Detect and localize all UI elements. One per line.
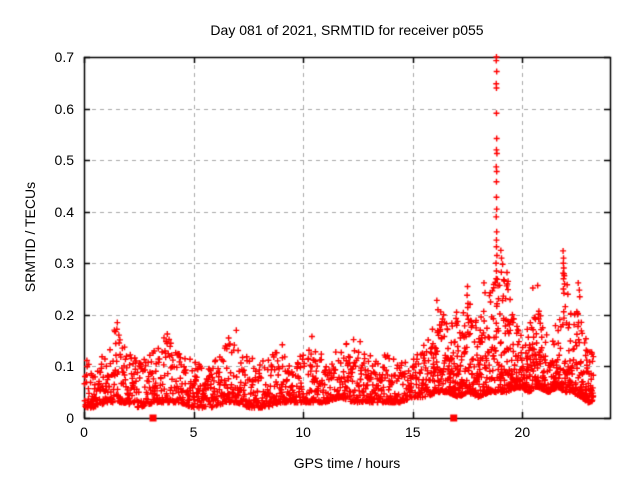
y-tick-label: 0.1 [54, 358, 74, 375]
y-tick-label: 0.7 [54, 49, 74, 65]
y-axis-label: SRMTID / TECUs [22, 181, 38, 293]
x-tick-label: 0 [80, 424, 88, 440]
x-tick-label: 15 [404, 424, 421, 440]
x-tick-label: 5 [189, 424, 198, 440]
y-tick-label: 0.3 [54, 255, 74, 272]
x-axis-label: GPS time / hours [293, 455, 401, 471]
x-tick-label: 10 [295, 424, 311, 440]
y-tick-label: 0.2 [54, 306, 74, 323]
x-tick-label: 20 [514, 424, 531, 440]
chart-title: Day 081 of 2021, SRMTID for receiver p05… [210, 22, 484, 38]
y-tick-label: 0.4 [54, 203, 74, 220]
y-tick-label: 0.6 [54, 100, 74, 117]
y-tick-label: 0.5 [54, 152, 74, 169]
y-tick-label: 0 [66, 410, 74, 426]
